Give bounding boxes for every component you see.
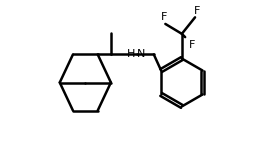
Text: H: H <box>127 50 135 59</box>
Text: F: F <box>188 40 195 50</box>
Text: N: N <box>137 50 146 59</box>
Text: F: F <box>193 6 200 16</box>
Text: F: F <box>161 12 167 22</box>
